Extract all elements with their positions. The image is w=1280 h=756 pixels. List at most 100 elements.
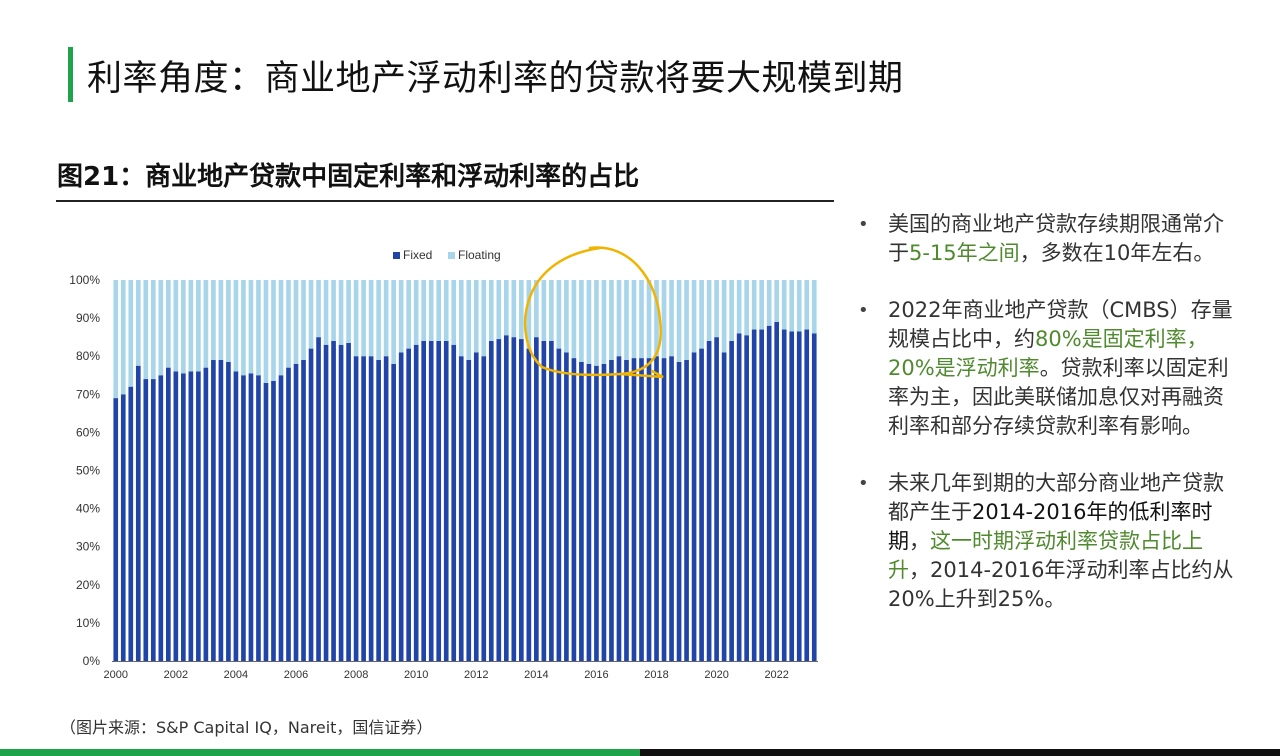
x-tick-label: 2020 (704, 669, 728, 681)
bar-floating (346, 280, 351, 343)
bar-floating (488, 280, 494, 341)
x-tick-label: 2018 (644, 669, 668, 681)
bar-fixed (278, 375, 284, 661)
bar-floating (526, 280, 532, 349)
bar-floating (616, 280, 622, 357)
bullet-item: • 2022年商业地产贷款（CMBS）存量规模占比中，约80%是固定利率，20%是… (858, 296, 1238, 441)
title-accent-bar (68, 47, 73, 102)
bar-floating (473, 280, 479, 353)
bar-fixed (248, 373, 254, 661)
bar-fixed (661, 358, 667, 661)
legend-swatch (393, 252, 400, 259)
y-axis-ticks: 0% 10% 20% 30% 40% 50% 60% 70% 80% 90% 100% (69, 273, 100, 668)
bullet-text: 。贷款利率以固定利率为主，因此美联储加息仅对再融资利率和部分存续贷款利率有影响。 (888, 356, 1229, 438)
bullet-text: ， (909, 529, 930, 553)
bar-floating (774, 280, 780, 322)
bar-floating (699, 280, 704, 349)
bar-floating (624, 280, 629, 361)
bar-fixed (571, 358, 577, 661)
footer-black-bar (640, 749, 1280, 756)
bar-fixed (113, 398, 119, 661)
bar-fixed (549, 340, 554, 661)
bar-floating (286, 280, 291, 368)
highlight-text: 80%是固定利率，20%是浮动利率 (888, 327, 1208, 380)
bullet-text: 美国的商业地产贷款存续期限通常介于 (888, 212, 1224, 265)
bar-floating (368, 280, 374, 357)
y-tick-label: 0% (83, 654, 101, 668)
bar-fixed (466, 360, 472, 661)
bar-floating (316, 280, 321, 338)
bar-floating (691, 280, 697, 353)
bar-floating (541, 280, 547, 341)
bar-fixed (654, 356, 659, 661)
bar-fixed (774, 321, 780, 661)
bar-floating (293, 280, 299, 364)
bar-floating (158, 280, 164, 376)
bar-floating (586, 280, 592, 364)
bar-fixed (173, 371, 179, 661)
bar-floating (256, 280, 261, 376)
chart-legend: Fixed Floating (393, 248, 501, 262)
bar-fixed (353, 356, 359, 661)
x-tick-label: 2004 (224, 669, 248, 681)
bar-fixed (496, 339, 502, 661)
bar-fixed (594, 365, 599, 661)
bar-fixed (556, 348, 562, 661)
figure-source: （图片来源：S&P Capital IQ，Nareit，国信证券） (60, 718, 433, 737)
bar-fixed (451, 344, 457, 661)
bar-fixed (751, 329, 757, 661)
bar-floating (676, 280, 682, 362)
bar-floating (353, 280, 359, 357)
bar-fixed (519, 339, 524, 661)
bar-floating (714, 280, 719, 338)
bar-fixed (669, 356, 674, 661)
bar-fixed (473, 352, 479, 661)
bar-floating (646, 280, 652, 359)
x-tick-label: 2022 (764, 669, 788, 681)
bar-fixed (534, 337, 539, 661)
bar-floating (308, 280, 314, 349)
bar-fixed (631, 358, 637, 661)
bar-fixed (601, 363, 607, 661)
bar-floating (631, 280, 637, 359)
bar-fixed (383, 356, 389, 661)
figure-title-rule (56, 200, 834, 202)
bar-floating (181, 280, 186, 374)
bar-floating (263, 280, 269, 383)
bar-fixed (376, 360, 381, 661)
bar-fixed (579, 361, 584, 661)
bar-fixed (789, 331, 795, 661)
bar-fixed (150, 379, 156, 661)
bar-fixed (759, 329, 764, 661)
bar-fixed (346, 342, 351, 661)
bar-floating (331, 280, 336, 341)
bar-fixed (323, 344, 329, 661)
bar-floating (503, 280, 509, 336)
bar-fixed (331, 340, 336, 661)
bar-fixed (721, 352, 727, 661)
bar-fixed (458, 356, 464, 661)
bar-fixed (526, 348, 532, 661)
bar-floating (173, 280, 179, 372)
bar-floating (428, 280, 434, 341)
bar-fixed (293, 363, 299, 661)
bar-fixed (406, 348, 411, 661)
bar-floating (744, 280, 749, 336)
y-tick-label: 80% (76, 349, 100, 363)
bar-fixed (699, 348, 704, 661)
annotation-circle (523, 246, 664, 379)
bar-floating (271, 280, 276, 381)
figure-title: 图21：商业地产贷款中固定利率和浮动利率的占比 (57, 162, 640, 192)
bar-fixed (488, 340, 494, 661)
bar-floating (376, 280, 381, 361)
bar-floating (406, 280, 411, 349)
bar-fixed (391, 363, 396, 661)
y-tick-label: 30% (76, 540, 100, 554)
bar-floating (549, 280, 554, 341)
bar-fixed (714, 337, 719, 661)
bar-fixed (286, 367, 291, 661)
y-tick-label: 10% (76, 616, 100, 630)
bullet-text: ，多数在10年左右。 (1019, 241, 1215, 265)
bar-fixed (744, 335, 749, 661)
x-tick-label: 2010 (404, 669, 428, 681)
